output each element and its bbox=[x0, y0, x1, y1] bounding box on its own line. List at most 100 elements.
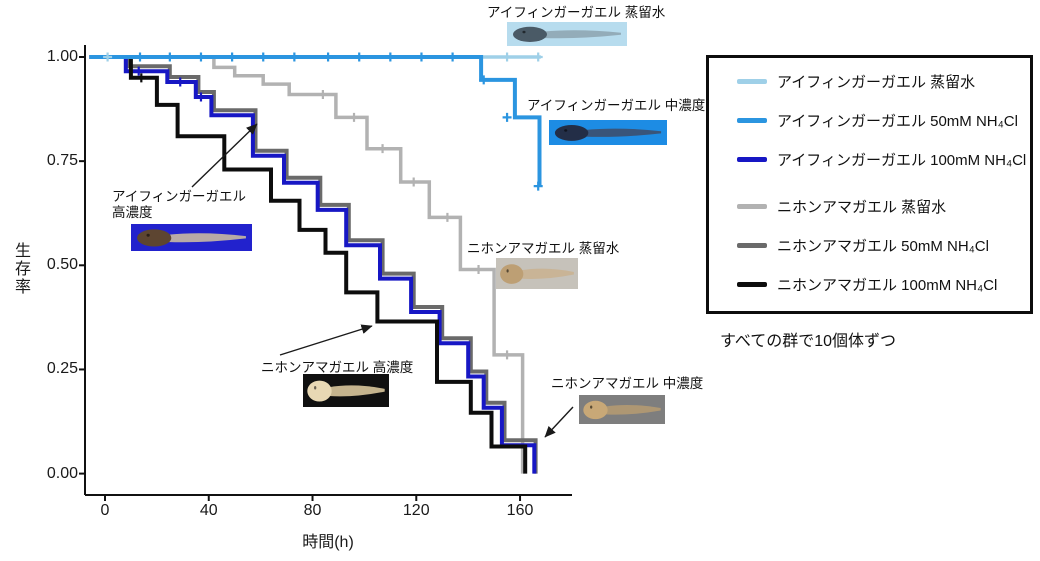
tadpole-eye bbox=[522, 30, 526, 34]
legend-swatch bbox=[737, 282, 767, 287]
series-line-2 bbox=[89, 55, 537, 474]
x-tick-label: 0 bbox=[100, 502, 110, 519]
annotation-arrow-ai-high bbox=[191, 123, 258, 188]
y-axis-title: 生存率 bbox=[12, 242, 29, 296]
censor-mark bbox=[175, 77, 185, 87]
annotation-arrow-nh-mid bbox=[544, 406, 574, 438]
annotation-label: 高濃度 bbox=[112, 205, 153, 220]
tadpole-tail bbox=[167, 233, 246, 243]
x-tick-label: 80 bbox=[303, 502, 322, 519]
legend-label: ニホンアマガエル 蒸留水 bbox=[777, 199, 947, 216]
censor-mark bbox=[416, 52, 426, 62]
y-tick-label: 1.00 bbox=[46, 48, 78, 65]
series-line-1 bbox=[89, 55, 542, 187]
censor-mark bbox=[409, 177, 419, 187]
legend-swatch bbox=[737, 204, 767, 209]
annotation-nh-distilled: ニホンアマガエル 蒸留水 bbox=[467, 241, 619, 257]
legend-item: ニホンアマガエル 50mM NH₄Cl bbox=[709, 226, 1030, 265]
series-line-5 bbox=[89, 55, 528, 474]
legend-swatch bbox=[737, 157, 767, 162]
legend-swatch bbox=[737, 243, 767, 248]
censor-mark bbox=[136, 73, 146, 83]
legend-item: ニホンアマガエル 100mM NH₄Cl bbox=[709, 265, 1030, 304]
tadpole-image-ai-high bbox=[131, 224, 252, 251]
annotation-ai-high: アイフィンガーガエル 高濃度 bbox=[112, 189, 246, 221]
legend-item: アイフィンガーガエル 蒸留水 bbox=[709, 62, 1030, 101]
tadpole-eye bbox=[146, 233, 150, 237]
annotation-label: ニホンアマガエル 中濃度 bbox=[551, 376, 704, 391]
tadpole-image-nh-high bbox=[303, 374, 389, 407]
censor-mark bbox=[533, 52, 543, 62]
censor-marks bbox=[103, 52, 543, 360]
legend-item: アイフィンガーガエル 50mM NH₄Cl bbox=[709, 101, 1030, 140]
legend-group-gap bbox=[709, 179, 1030, 187]
censor-mark bbox=[134, 66, 144, 76]
annotation-nh-mid: ニホンアマガエル 中濃度 bbox=[551, 376, 703, 392]
annotation-arrow-nh-high bbox=[279, 324, 373, 356]
x-axis-title: 時間(h) bbox=[302, 534, 354, 551]
censor-mark bbox=[196, 52, 206, 62]
tadpole-eye bbox=[590, 405, 593, 409]
tadpole-body bbox=[554, 125, 589, 141]
censor-mark bbox=[502, 112, 512, 122]
censor-mark bbox=[533, 181, 543, 191]
legend-box: アイフィンガーガエル 蒸留水アイフィンガーガエル 50mM NH₄Cl アイフィン… bbox=[706, 55, 1033, 314]
annotation-ai-mid: アイフィンガーガエル 中濃度 bbox=[527, 98, 705, 114]
tadpole-tail bbox=[520, 268, 574, 279]
censor-mark bbox=[354, 52, 364, 62]
tadpole-tail bbox=[604, 404, 661, 415]
censor-mark bbox=[378, 144, 388, 154]
tadpole-image-nh-mid bbox=[579, 395, 665, 424]
legend-swatch bbox=[737, 118, 767, 123]
legend-label: ニホンアマガエル 100mM NH₄Cl bbox=[777, 277, 998, 294]
censor-mark bbox=[258, 52, 268, 62]
x-tick-label: 160 bbox=[506, 502, 534, 519]
y-tick-label: 0.00 bbox=[46, 464, 78, 482]
tadpole-eye bbox=[506, 269, 509, 273]
censor-mark bbox=[227, 52, 237, 62]
x-tick-label: 40 bbox=[199, 502, 218, 519]
tadpole-tail bbox=[328, 385, 385, 397]
censor-mark bbox=[323, 52, 333, 62]
annotation-ai-distilled: アイフィンガーガエル 蒸留水 bbox=[487, 5, 665, 21]
censor-mark bbox=[502, 350, 512, 360]
censor-mark bbox=[318, 89, 328, 99]
tadpole-image-ai-distilled bbox=[507, 22, 627, 46]
tadpole-eye bbox=[314, 385, 317, 390]
survival-curves bbox=[89, 55, 542, 474]
censor-mark bbox=[448, 52, 458, 62]
legend-note: すべての群で10個体ずつ bbox=[720, 333, 897, 350]
tadpole-eye bbox=[564, 129, 568, 132]
tadpole-body bbox=[137, 229, 172, 247]
legend-item: ニホンアマガエル 蒸留水 bbox=[709, 187, 1030, 226]
tadpole-image-ai-mid bbox=[549, 120, 667, 145]
axes bbox=[79, 45, 572, 501]
legend-item: アイフィンガーガエル 100mM NH₄Cl bbox=[709, 140, 1030, 179]
tadpole-image-nh-distilled bbox=[496, 258, 578, 289]
tadpole-body bbox=[513, 26, 547, 42]
legend-label: アイフィンガーガエル 50mM NH₄Cl bbox=[777, 113, 1018, 130]
annotation-nh-high: ニホンアマガエル 高濃度 bbox=[261, 360, 413, 376]
annotation-label: アイフィンガーガエル 蒸留水 bbox=[487, 5, 666, 20]
legend-label: ニホンアマガエル 50mM NH₄Cl bbox=[777, 238, 989, 255]
censor-mark bbox=[196, 92, 206, 102]
annotation-arrows bbox=[191, 123, 574, 438]
censor-mark bbox=[103, 52, 113, 62]
censor-mark bbox=[479, 75, 489, 85]
y-tick-label: 0.25 bbox=[46, 360, 78, 378]
annotation-label: ニホンアマガエル 蒸留水 bbox=[467, 241, 620, 256]
annotation-label: ニホンアマガエル 高濃度 bbox=[261, 360, 414, 375]
legend-swatch bbox=[737, 79, 767, 84]
censor-mark bbox=[349, 112, 359, 122]
censor-mark bbox=[135, 52, 145, 62]
legend-label: アイフィンガーガエル 蒸留水 bbox=[777, 74, 976, 91]
legend-label: アイフィンガーガエル 100mM NH₄Cl bbox=[777, 152, 1027, 169]
tadpole-body bbox=[307, 380, 332, 402]
y-tick-label: 0.50 bbox=[46, 256, 78, 274]
series-line-3 bbox=[89, 55, 525, 474]
censor-mark bbox=[165, 52, 175, 62]
censor-mark bbox=[442, 212, 452, 222]
x-tick-label: 120 bbox=[402, 502, 430, 519]
